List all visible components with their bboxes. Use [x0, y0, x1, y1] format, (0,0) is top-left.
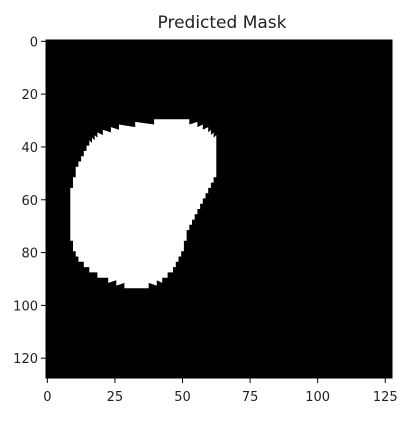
chart-title: Predicted Mask [158, 13, 287, 33]
y-tick-label: 60 [21, 194, 38, 209]
x-tick-label: 50 [174, 390, 191, 405]
y-axis: 0 20 40 60 80 100 120 [13, 35, 46, 367]
y-tick-label: 40 [21, 141, 38, 156]
x-tick-label: 75 [242, 390, 259, 405]
plot-area [46, 40, 392, 378]
y-tick-label: 0 [30, 35, 38, 50]
x-tick-label: 25 [107, 390, 124, 405]
x-tick-label: 125 [373, 390, 398, 405]
y-tick-label: 20 [21, 88, 38, 103]
y-tick-label: 100 [13, 299, 38, 314]
x-tick-label: 0 [43, 390, 51, 405]
y-tick-label: 80 [21, 247, 38, 262]
x-tick-label: 100 [305, 390, 330, 405]
x-axis: 0 25 50 75 100 125 [43, 378, 397, 405]
y-tick-label: 120 [13, 352, 38, 367]
